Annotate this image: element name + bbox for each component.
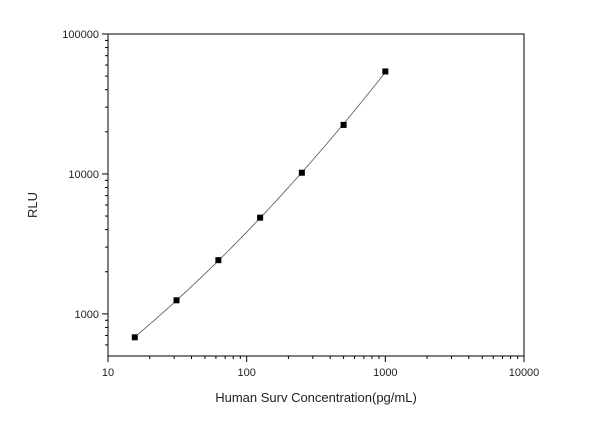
x-tick-label: 100: [237, 367, 255, 379]
data-point: [340, 121, 347, 128]
plot-border: [107, 33, 525, 357]
fit-curve: [134, 71, 386, 338]
x-axis-label: Human Surv Concentration(pg/mL): [215, 390, 417, 405]
plot-frame: [107, 33, 525, 357]
fit-curve-group: [134, 71, 386, 338]
x-tick-label: 10: [102, 367, 114, 379]
y-tick-label: 10000: [68, 169, 99, 181]
y-axis-label: RLU: [25, 192, 40, 218]
data-point: [382, 68, 389, 75]
x-tick-label: 1000: [373, 367, 397, 379]
data-point: [131, 334, 138, 341]
data-points: [131, 68, 389, 341]
data-point: [215, 257, 222, 264]
x-tick-label: 10000: [509, 367, 540, 379]
y-tick-label: 1000: [75, 309, 99, 321]
y-axis-ticks: 1000 10000 100000: [62, 29, 108, 346]
data-point: [257, 214, 264, 221]
x-axis-ticks: 10 100 1000 10000: [102, 356, 539, 379]
data-point: [173, 297, 180, 304]
y-tick-label: 100000: [62, 29, 99, 41]
data-point: [298, 169, 305, 176]
